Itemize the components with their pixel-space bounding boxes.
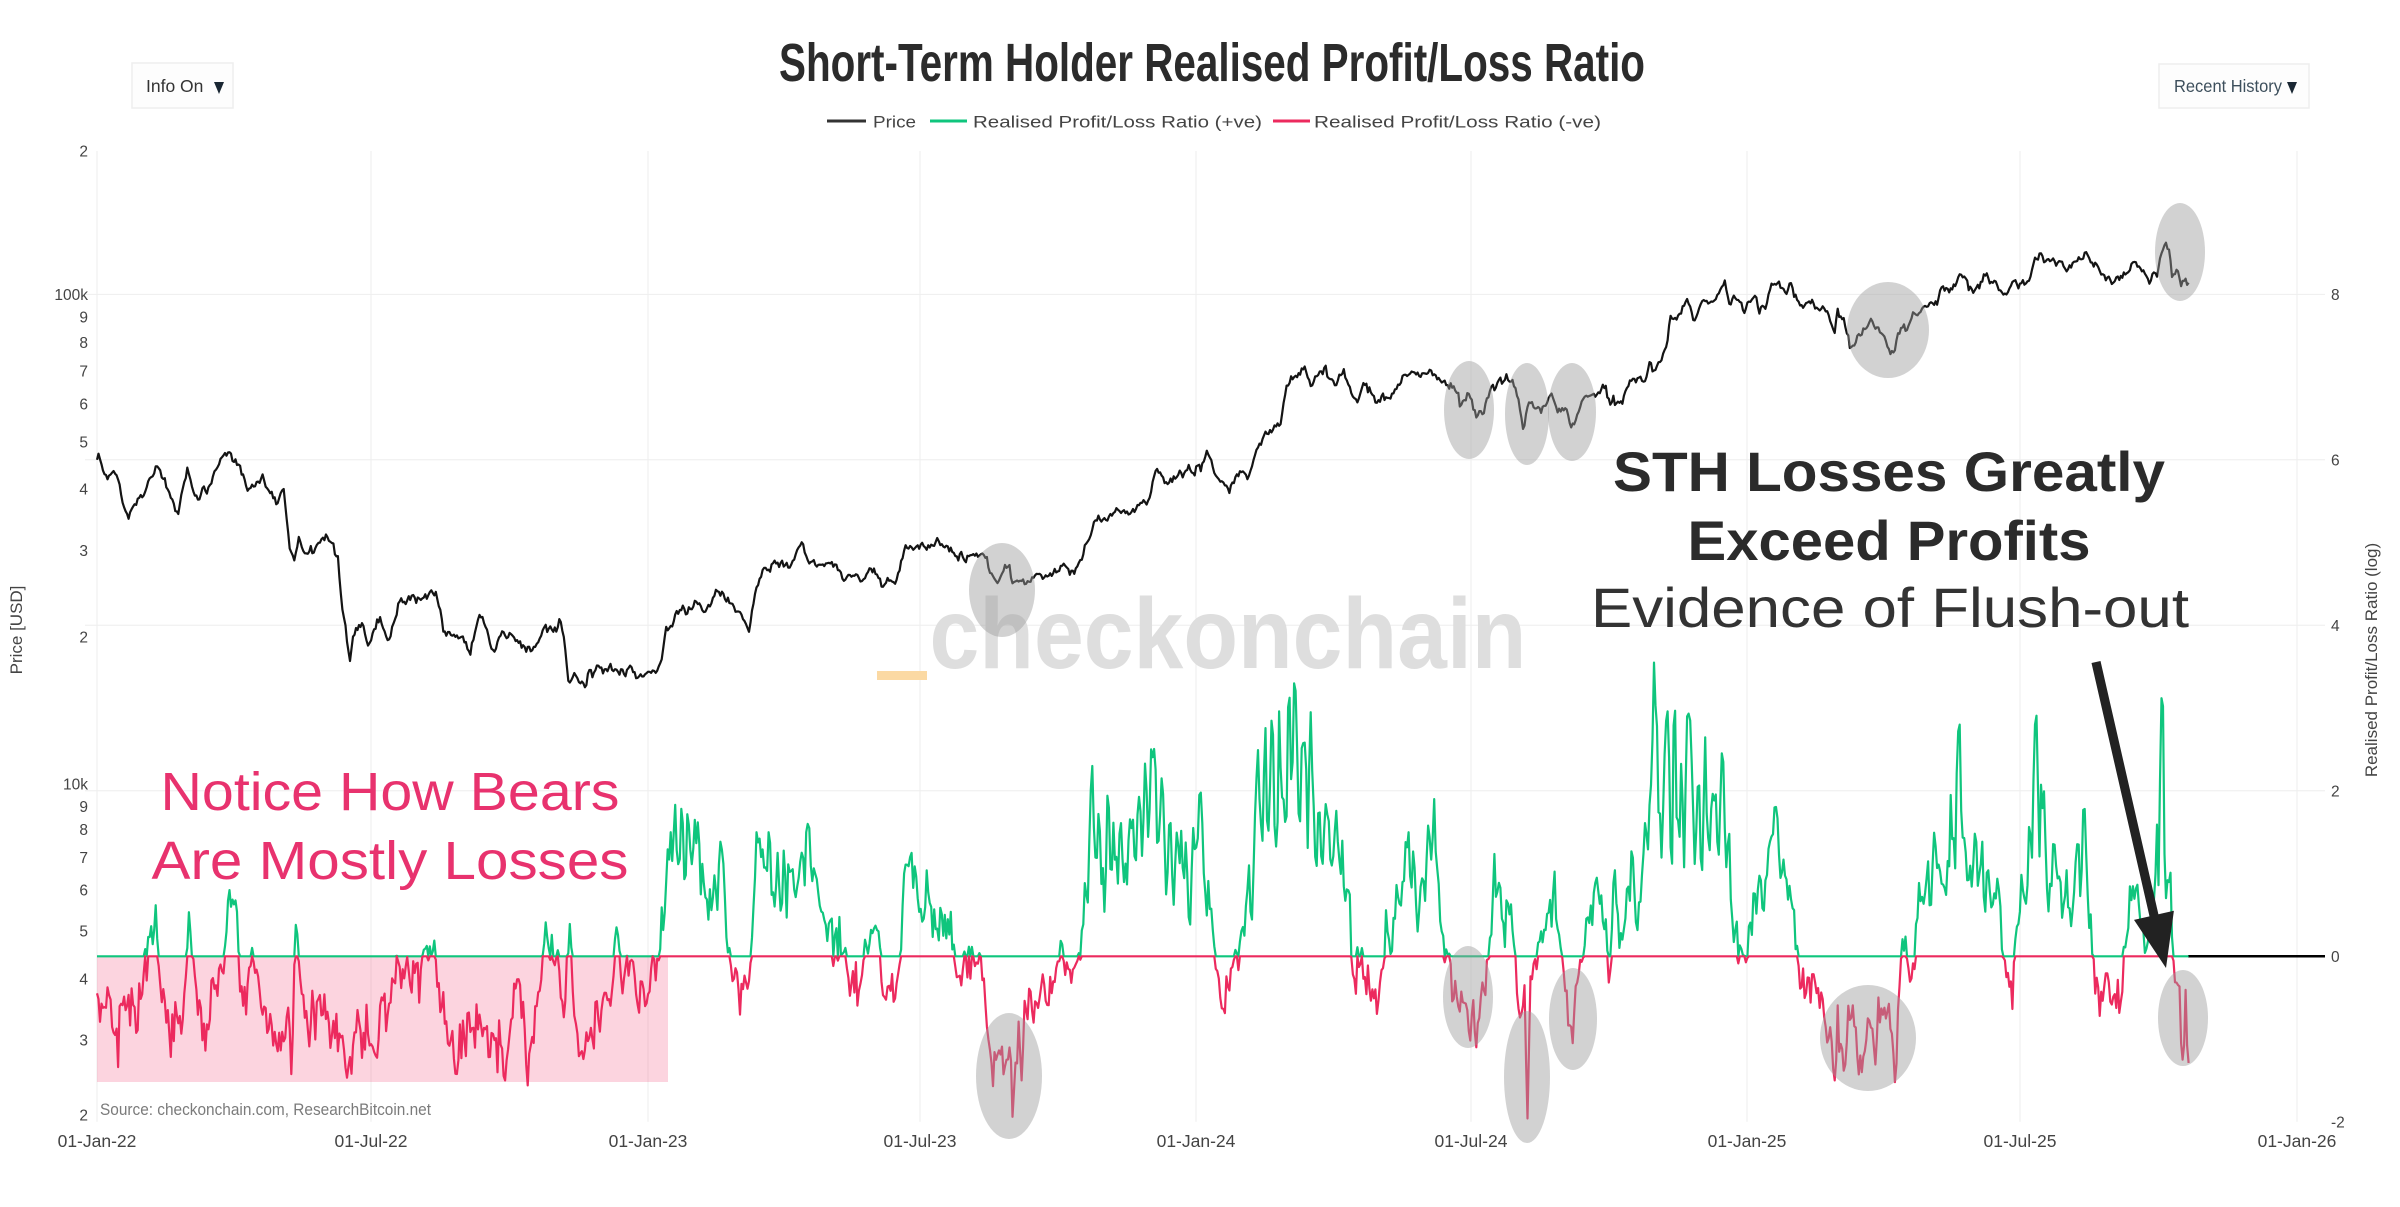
svg-text:01-Jul-25: 01-Jul-25 <box>1984 1131 2057 1151</box>
svg-text:4: 4 <box>79 482 88 499</box>
svg-text:Realised Profit/Loss Ratio (lo: Realised Profit/Loss Ratio (log) <box>2362 543 2381 777</box>
svg-text:Exceed Profits: Exceed Profits <box>1688 509 2091 572</box>
svg-text:01-Jan-25: 01-Jan-25 <box>1708 1131 1787 1151</box>
svg-text:Source: checkonchain.com, Rese: Source: checkonchain.com, ResearchBitcoi… <box>100 1101 431 1119</box>
svg-text:2: 2 <box>79 630 88 647</box>
svg-text:01-Jan-23: 01-Jan-23 <box>609 1131 688 1151</box>
svg-text:Price: Price <box>873 113 916 132</box>
svg-text:7: 7 <box>79 364 88 381</box>
svg-text:STH Losses Greatly: STH Losses Greatly <box>1613 440 2165 503</box>
svg-text:8: 8 <box>79 822 88 839</box>
svg-text:Realised Profit/Loss Ratio (+v: Realised Profit/Loss Ratio (+ve) <box>973 113 1262 132</box>
svg-text:6: 6 <box>2331 452 2340 469</box>
svg-text:01-Jan-22: 01-Jan-22 <box>58 1131 137 1151</box>
svg-text:checkonchain: checkonchain <box>930 578 1527 690</box>
svg-text:2: 2 <box>79 144 88 161</box>
svg-text:Are Mostly Losses: Are Mostly Losses <box>152 831 629 891</box>
svg-text:4: 4 <box>2331 618 2340 635</box>
svg-text:9: 9 <box>79 310 88 327</box>
svg-text:4: 4 <box>79 972 88 989</box>
svg-text:Price [USD]: Price [USD] <box>7 586 26 675</box>
svg-text:7: 7 <box>79 850 88 867</box>
svg-text:5: 5 <box>79 924 88 941</box>
svg-text:9: 9 <box>79 799 88 816</box>
svg-text:Notice How Bears: Notice How Bears <box>161 762 620 822</box>
svg-text:8: 8 <box>2331 287 2340 304</box>
svg-text:8: 8 <box>79 335 88 352</box>
svg-text:10k: 10k <box>63 777 88 794</box>
svg-text:3: 3 <box>79 543 88 560</box>
svg-text:-2: -2 <box>2331 1114 2345 1131</box>
svg-text:2: 2 <box>79 1108 88 1125</box>
svg-text:3: 3 <box>79 1033 88 1050</box>
svg-text:01-Jan-26: 01-Jan-26 <box>2258 1131 2337 1151</box>
svg-text:01-Jul-24: 01-Jul-24 <box>1435 1131 1508 1151</box>
svg-text:01-Jul-22: 01-Jul-22 <box>335 1131 408 1151</box>
svg-text:Short-Term Holder Realised Pro: Short-Term Holder Realised Profit/Loss R… <box>779 33 1645 93</box>
svg-text:Info On: Info On <box>146 76 203 96</box>
svg-text:Evidence of Flush-out: Evidence of Flush-out <box>1591 576 2189 639</box>
svg-text:0: 0 <box>2331 949 2340 966</box>
svg-text:Realised Profit/Loss Ratio (-v: Realised Profit/Loss Ratio (-ve) <box>1314 113 1601 132</box>
svg-text:01-Jan-24: 01-Jan-24 <box>1157 1131 1236 1151</box>
svg-text:2: 2 <box>2331 783 2340 800</box>
svg-text:6: 6 <box>79 397 88 414</box>
svg-text:5: 5 <box>79 435 88 452</box>
svg-text:Recent History: Recent History <box>2174 76 2282 96</box>
svg-text:01-Jul-23: 01-Jul-23 <box>884 1131 957 1151</box>
svg-text:100k: 100k <box>54 287 88 304</box>
svg-text:6: 6 <box>79 883 88 900</box>
